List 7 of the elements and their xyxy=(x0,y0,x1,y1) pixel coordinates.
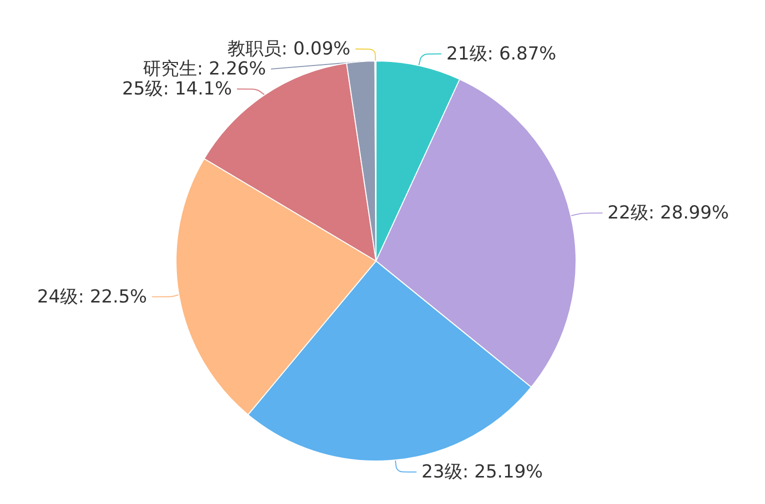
slice-label: 研究生: 2.26% xyxy=(143,58,266,80)
slice-label: 教职员: 0.09% xyxy=(227,38,350,60)
slice-label: 25级: 14.1% xyxy=(122,78,232,100)
slice-label: 21级: 6.87% xyxy=(446,43,556,64)
slice-label: 24级: 22.5% xyxy=(37,286,148,308)
slice-label: 22级: 28.99% xyxy=(607,202,729,224)
slice-label: 23级: 25.19% xyxy=(422,462,543,482)
